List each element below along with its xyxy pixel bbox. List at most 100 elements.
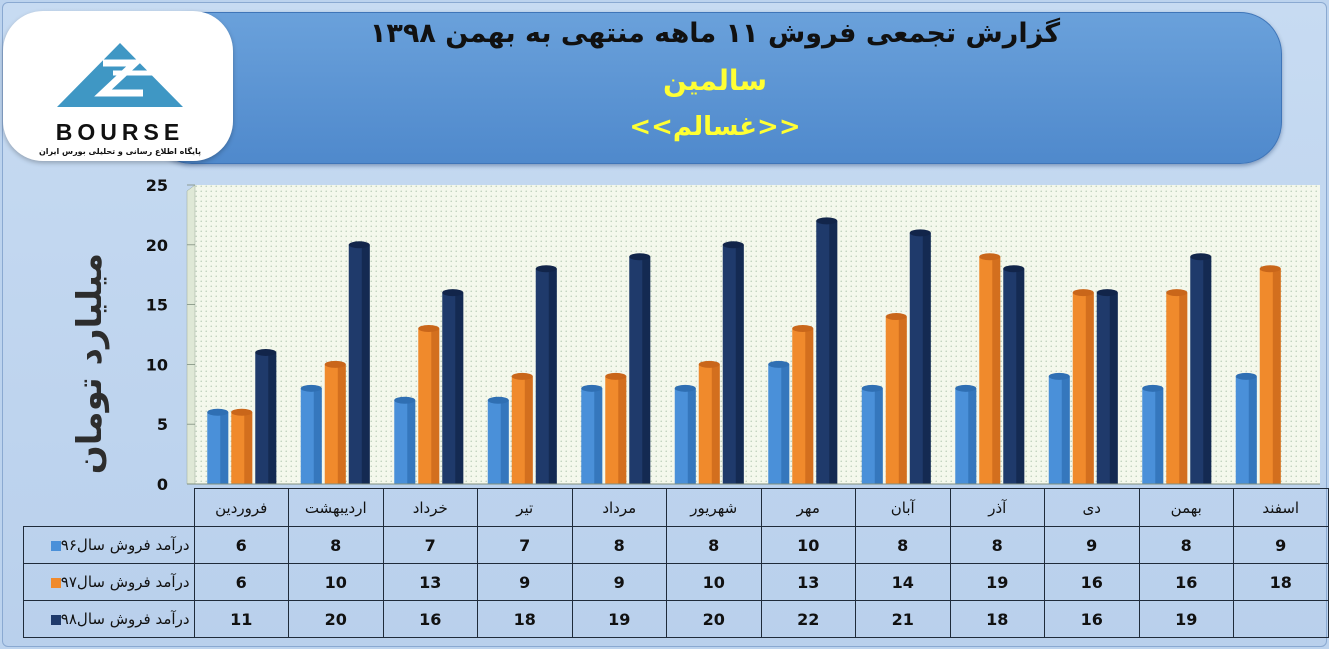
- y-tick-label: 20: [146, 236, 168, 255]
- x-tick-label: فروردین: [193, 488, 289, 527]
- data-label: 16: [1044, 600, 1140, 638]
- data-label: 13: [760, 563, 856, 601]
- x-tick-label: دی: [1044, 488, 1140, 527]
- bar-2-7: [792, 325, 814, 484]
- legend-key-icon: [50, 540, 61, 551]
- data-label: 18: [949, 600, 1045, 638]
- table-header-row: فروردین اردیبهشت خرداد تیر مرداد شهریور مهر آبا…: [23, 488, 1329, 527]
- company-name: سالمین: [663, 64, 767, 97]
- bar-1-9: [955, 384, 977, 484]
- plot-side-wall: [186, 184, 196, 485]
- legend-entry: درآمد فروش سال۹۷: [23, 563, 195, 601]
- y-tick-label: 5: [157, 415, 168, 434]
- data-label: 19: [1138, 600, 1234, 638]
- title-banner: [150, 12, 1282, 164]
- x-tick-label: شهریور: [666, 488, 762, 527]
- table-row-series-1: درآمد فروش سال۹۶ 6 8 7 7 8 8 10 8 8 9 8 9: [23, 526, 1329, 564]
- data-label: 9: [477, 563, 573, 601]
- data-label: 14: [855, 563, 951, 601]
- x-tick-label: مرداد: [571, 488, 667, 527]
- x-tick-label: مهر: [760, 488, 856, 527]
- logo-mark-icon: [57, 43, 183, 107]
- legend-key-icon: [50, 577, 61, 588]
- data-label: 16: [1044, 563, 1140, 601]
- bar-2-3: [418, 325, 440, 484]
- legend-label: درآمد فروش سال۹۷: [60, 573, 190, 591]
- data-label: 13: [382, 563, 478, 601]
- data-label: 8: [571, 526, 667, 564]
- data-label: 10: [666, 563, 762, 601]
- data-label: 21: [855, 600, 951, 638]
- x-tick-label: آبان: [855, 488, 951, 527]
- legend-label: درآمد فروش سال۹۶: [60, 536, 190, 554]
- data-label: 18: [1233, 563, 1329, 601]
- bar-3-1: [255, 348, 277, 484]
- chart-title: گزارش تجمعی فروش ۱۱ ماهه منتهی به بهمن ۱…: [369, 18, 1061, 49]
- x-tick-label: اردیبهشت: [288, 488, 384, 527]
- bar-2-10: [1072, 289, 1094, 484]
- data-label: 22: [760, 600, 856, 638]
- legend-entry: درآمد فروش سال۹۶: [23, 526, 195, 564]
- data-label: 8: [666, 526, 762, 564]
- x-tick-label: تیر: [477, 488, 573, 527]
- bar-3-7: [816, 217, 838, 484]
- bar-3-4: [535, 265, 557, 484]
- data-label: 6: [193, 526, 289, 564]
- bar-1-3: [394, 396, 416, 484]
- data-label: 16: [382, 600, 478, 638]
- bar-1-1: [207, 408, 229, 484]
- bar-1-4: [487, 396, 509, 484]
- bar-2-1: [231, 408, 253, 484]
- table-row-series-2: درآمد فروش سال۹۷ 6 10 13 9 9 10 13 14 19 16 16 18: [23, 563, 1329, 601]
- bar-2-2: [324, 360, 346, 484]
- table-corner: [23, 488, 195, 527]
- data-label: 18: [477, 600, 573, 638]
- data-label: 10: [760, 526, 856, 564]
- plot-area: [195, 185, 1320, 484]
- data-label: 8: [949, 526, 1045, 564]
- bar-3-9: [1003, 265, 1025, 484]
- legend-entry: درآمد فروش سال۹۸: [23, 600, 195, 638]
- bar-1-7: [768, 360, 790, 484]
- bar-2-12: [1259, 265, 1281, 484]
- logo-subtext: پایگاه اطلاع رسانی و تحلیلی بورس ایران: [38, 147, 202, 156]
- data-label: 20: [666, 600, 762, 638]
- bar-2-8: [885, 313, 907, 484]
- data-table: فروردین اردیبهشت خرداد تیر مرداد شهریور مهر آبا…: [23, 488, 1329, 638]
- bar-1-5: [581, 384, 603, 484]
- legend-label: درآمد فروش سال۹۸: [60, 610, 190, 628]
- bar-3-11: [1190, 253, 1212, 484]
- data-label: 19: [949, 563, 1045, 601]
- bar-1-6: [674, 384, 696, 484]
- data-label: 7: [382, 526, 478, 564]
- bar-1-11: [1142, 384, 1164, 484]
- x-tick-label: اسفند: [1233, 488, 1329, 527]
- data-label: 20: [288, 600, 384, 638]
- bar-1-10: [1048, 372, 1070, 484]
- table-row-series-3: درآمد فروش سال۹۸ 11 20 16 18 19 20 22 21 18 16 19: [23, 600, 1329, 638]
- bar-2-11: [1166, 289, 1188, 484]
- data-label: 7: [477, 526, 573, 564]
- bar-3-2: [348, 241, 370, 484]
- data-label: 19: [571, 600, 667, 638]
- bar-3-6: [722, 241, 744, 484]
- data-label: 9: [1044, 526, 1140, 564]
- bar-2-9: [979, 253, 1001, 484]
- data-label: 9: [1233, 526, 1329, 564]
- bar-1-2: [300, 384, 322, 484]
- bar-3-10: [1096, 289, 1118, 484]
- bar-3-8: [909, 229, 931, 484]
- x-tick-label: خرداد: [382, 488, 478, 527]
- logo-text: BOURSE: [55, 119, 185, 145]
- data-label: 8: [1138, 526, 1234, 564]
- bar-3-3: [442, 289, 464, 484]
- y-tick-label: 15: [146, 296, 168, 315]
- bar-1-8: [861, 384, 883, 484]
- data-label: 8: [855, 526, 951, 564]
- data-label: 10: [288, 563, 384, 601]
- data-label: 16: [1138, 563, 1234, 601]
- y-tick-label: 10: [146, 355, 168, 374]
- data-label: 9: [571, 563, 667, 601]
- data-label: 8: [288, 526, 384, 564]
- data-label: 6: [193, 563, 289, 601]
